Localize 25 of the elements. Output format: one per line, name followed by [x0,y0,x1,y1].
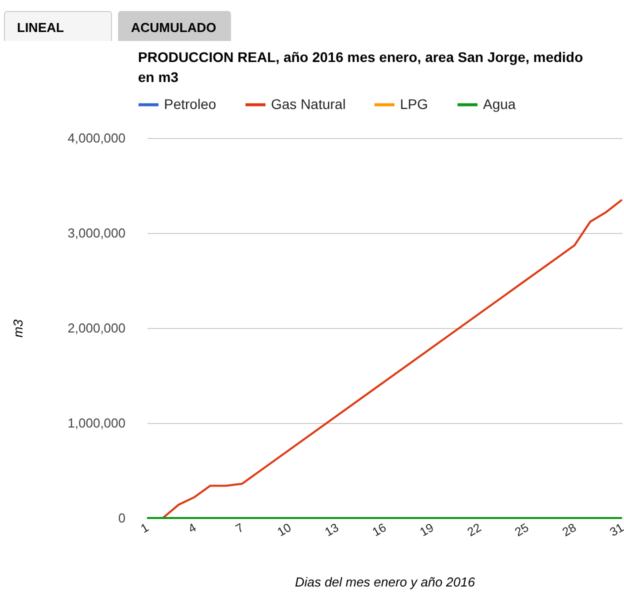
x-tick-label: 10 [274,520,294,540]
legend-label: LPG [400,96,428,112]
y-tick-label: 4,000,000 [68,130,126,146]
x-tick-label: 28 [560,520,579,540]
x-tick-label: 31 [607,520,624,540]
y-tick-label: 2,000,000 [68,320,126,336]
legend-label: Gas Natural [271,96,346,112]
text: LINEAL [4,11,112,41]
legend-label: Petroleo [164,96,216,112]
x-tick-label: 4 [186,520,199,536]
x-tick-label: 1 [138,520,152,536]
y-axis-title: m3 [10,318,26,338]
x-tick-label: 16 [370,520,389,540]
legend-label: Agua [483,96,516,112]
y-tick-label: 0 [118,510,126,526]
x-tick-label: 13 [322,520,342,540]
x-tick-label: 22 [464,520,484,540]
y-tick-label: 3,000,000 [68,226,126,240]
chart-title: PRODUCCION REAL, año 2016 mes enero, area San Jorge, medido en m3 [138,48,584,87]
x-tick-label: 25 [512,520,532,540]
x-tick-label: 19 [417,520,436,540]
x-axis-title: Dias del mes enero y año 2016 [295,574,476,590]
x-tick-label: 7 [233,520,246,536]
y-tick-label: 1,000,000 [68,416,126,430]
text: ACUMULADO [118,11,232,41]
